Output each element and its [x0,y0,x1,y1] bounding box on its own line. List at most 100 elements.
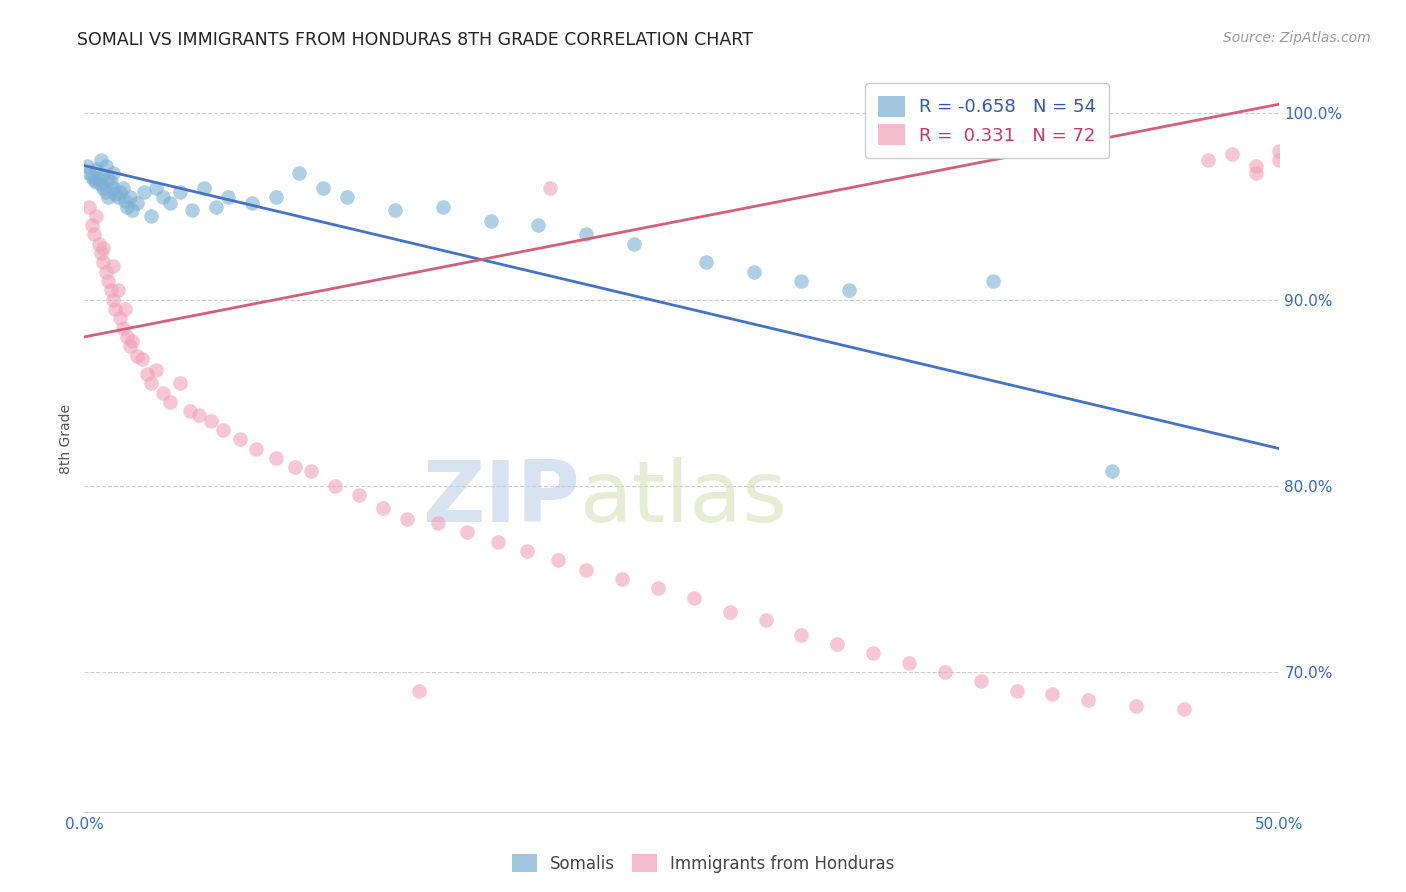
Point [94,185,117,199]
Point [90,246,112,260]
Point [169,376,191,391]
Point [159,195,181,210]
Point [179,404,201,418]
Point [87,171,110,186]
Point [612,572,634,586]
Point [301,464,323,478]
Point [118,190,141,204]
Point [1101,464,1123,478]
Point [145,181,167,195]
Point [121,203,143,218]
Point [114,301,136,316]
Point [200,414,222,428]
Point [104,301,127,316]
Point [1197,153,1219,167]
Point [145,363,167,377]
Point [217,190,239,204]
Point [152,190,174,204]
Point [111,320,134,334]
Point [94,265,117,279]
Point [1005,683,1028,698]
Point [742,265,765,279]
Point [695,255,717,269]
Point [1244,166,1267,180]
Point [1268,153,1291,167]
Point [898,656,921,670]
Point [87,236,110,251]
Point [93,255,115,269]
Point [934,665,956,679]
Point [349,488,371,502]
Point [90,153,112,167]
Point [181,203,204,218]
Point [132,185,156,199]
Point [107,283,129,297]
Point [862,647,884,661]
Point [110,185,132,199]
Point [790,628,813,642]
Point [97,190,120,204]
Point [396,512,419,526]
Point [336,190,359,204]
Point [93,240,115,254]
Point [152,385,174,400]
Point [110,311,132,326]
Point [205,200,228,214]
Point [432,200,454,214]
Point [264,190,287,204]
Legend: R = -0.658   N = 54, R =  0.331   N = 72: R = -0.658 N = 54, R = 0.331 N = 72 [865,83,1109,158]
Point [131,352,153,367]
Point [93,168,115,182]
Point [159,395,181,409]
Point [80,169,103,184]
Point [547,553,569,567]
Point [718,606,741,620]
Point [1220,147,1243,161]
Point [240,195,263,210]
Point [101,293,124,307]
Y-axis label: 8th Grade: 8th Grade [59,404,73,475]
Point [100,283,122,297]
Point [101,181,124,195]
Point [1077,693,1099,707]
Point [80,218,103,232]
Point [1173,702,1195,716]
Point [93,181,115,195]
Point [575,563,598,577]
Point [981,274,1004,288]
Point [827,637,849,651]
Point [623,236,645,251]
Point [118,339,141,353]
Point [114,194,136,208]
Point [1042,687,1064,701]
Point [125,349,148,363]
Point [97,171,120,186]
Point [479,214,502,228]
Point [117,200,139,214]
Point [325,479,347,493]
Point [540,181,562,195]
Point [647,581,669,595]
Point [212,423,235,437]
Point [755,613,778,627]
Point [229,432,252,446]
Point [77,200,100,214]
Point [111,181,134,195]
Point [97,274,120,288]
Legend: Somalis, Immigrants from Honduras: Somalis, Immigrants from Honduras [505,847,901,880]
Point [838,283,860,297]
Point [125,195,148,210]
Point [683,591,706,605]
Text: ZIP: ZIP [423,458,581,541]
Point [384,203,406,218]
Point [77,166,100,180]
Point [264,450,287,465]
Point [790,274,813,288]
Point [408,683,430,698]
Point [1268,144,1291,158]
Text: atlas: atlas [581,458,789,541]
Point [101,259,124,273]
Point [312,181,335,195]
Point [100,175,122,189]
Point [527,218,550,232]
